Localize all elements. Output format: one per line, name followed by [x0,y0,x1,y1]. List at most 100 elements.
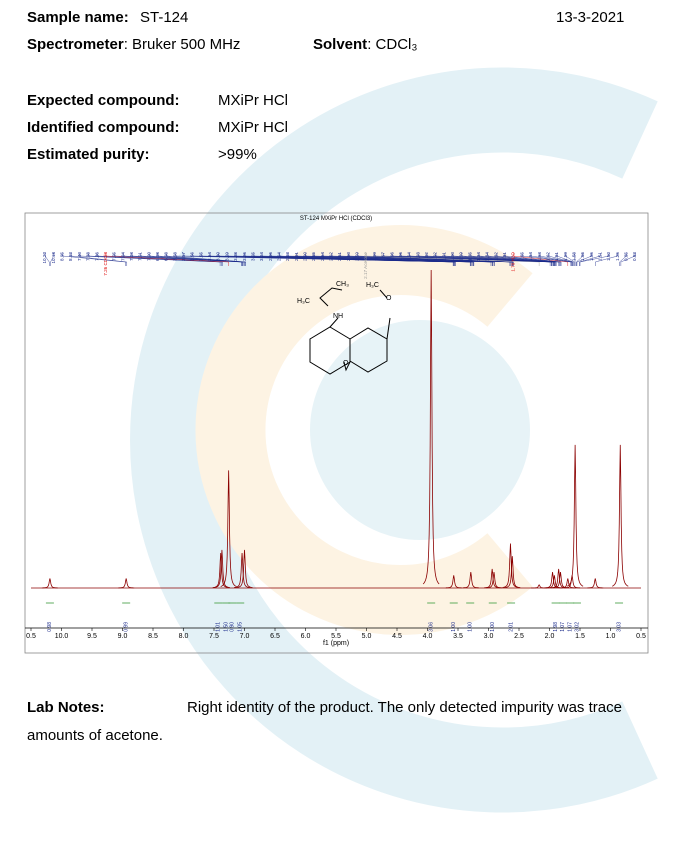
x-tick-label: 0.5 [26,633,36,640]
peak-label-leader [96,253,223,266]
solvent-label: Solvent [313,36,368,53]
peak-label-leader [461,253,557,266]
x-tick-label: 9.5 [87,633,97,640]
peak-label-leader [131,253,243,266]
peak-label-leader [105,253,229,266]
peak-label: 7.40 [77,252,82,261]
peak-label-leader [70,253,127,266]
peak-label-leader [148,253,245,266]
x-tick-label: 5.0 [362,633,372,640]
peak-label: 3.55 [198,252,203,261]
structure-label: H₃C [297,298,310,305]
peak [531,584,548,589]
peak-label: 2.96 [268,252,273,261]
peak-label: 2.65 [311,252,316,261]
structure-label: CH₃ [336,281,349,288]
peak-label-leader [539,253,573,266]
x-tick-label: 10.0 [55,633,69,640]
peak [41,578,58,589]
peak-label-leader [88,253,222,266]
spectrometer: Bruker 500 MHz [132,36,241,53]
peak [445,575,462,589]
peak-label: 3.28 [233,252,238,261]
peak-label: 8.93 [68,252,73,261]
peak-label-leader [576,253,592,266]
peak-label: 6.98 [164,252,169,261]
bond [379,289,388,299]
peak-label: 2.91 [294,252,299,261]
integral-label: 3.02 [574,622,580,632]
peak [462,572,479,589]
peak-label: 10.18 [51,252,56,264]
peak-label: 8.95 [60,252,65,261]
peak [546,575,563,589]
peak [587,578,604,589]
peak-label-leader [579,253,601,266]
notes-text: amounts of acetone. [27,727,163,744]
peak-label: 2.59 [355,252,360,261]
peak [504,556,521,588]
peak-label-leader [50,253,54,266]
x-tick-label: 4.0 [423,633,433,640]
peak-label-leader [556,253,574,266]
peak-label: 7.36 [94,252,99,261]
notes-label: Lab Notes: [27,699,105,716]
peak [566,444,584,587]
peak-label-leader [513,253,568,266]
integral-label: 1.00 [468,622,474,632]
peak-label: 7.04 [120,252,125,261]
peak-label: 3.58 [172,252,177,261]
structure-label: NH [333,313,343,320]
solvent-row: Solvent: CDCl₃ [313,36,418,53]
x-tick-label: 7.5 [209,633,219,640]
solvent: CDCl₃ [375,36,418,53]
peak [234,552,251,588]
row-label: Identified compound: [27,119,180,136]
peak-label: 1.59 [563,252,568,261]
integral-label: 1.01 [216,622,222,632]
integral-label: 0.99 [123,622,129,632]
integral-label: 3.03 [616,622,622,632]
bond [343,361,351,372]
peak [422,269,440,585]
x-axis-label: f1 (ppm) [323,640,349,647]
structure-label: O [386,295,392,302]
peak-label: 1.96 [398,252,403,261]
x-tick-label: 0.5 [636,633,646,640]
structure-label: H₃C [366,282,379,289]
peak-label: 7.00 [146,252,151,261]
peak-label: 1.90 [450,252,455,261]
x-tick-label: 6.0 [301,633,311,640]
spectrum: ST-124 MXiPr HCl (CDCl3) f1 (ppm) CH₃ H₃… [24,212,649,654]
peak-label: 1.63 [537,252,542,261]
integral-label: 3.06 [428,622,434,632]
peak-label: 1.58 [571,252,576,261]
peak-label: 1.70 H2O [511,252,516,272]
peak-label: 1.62 [545,252,550,261]
peak-label-leader [79,253,221,266]
integral-label: 0.90 [230,622,236,632]
peak-label-leader [365,253,540,266]
peak-label: 1.65 [519,252,524,261]
peak-label-leader [469,253,559,266]
peak-label-leader [305,253,495,266]
x-tick-label: 1.0 [606,633,616,640]
peak-label: 1.92 [433,252,438,261]
peak-label: 7.03 [129,252,134,261]
structure-label: O [343,360,349,367]
peak-label: 3.54 [207,252,212,261]
peak-label-leader [209,253,456,266]
peak-label: 3.26 [242,252,247,261]
integral-label: 1.00 [451,622,457,632]
peak-label: 7.26 CDCl3 [103,252,108,276]
peak-label: 3.30 [216,252,221,261]
spectrometer-row: Spectrometer: Bruker 500 MHz [27,36,241,53]
peak-label-leader [452,253,556,266]
peak-label: 1.61 [554,252,559,261]
peak-label-leader [166,253,246,266]
sample-label: Sample name: [27,9,129,26]
peak-label: 10.20 [42,252,47,264]
peak [213,549,230,588]
integral-label: 1.07 [560,622,566,632]
